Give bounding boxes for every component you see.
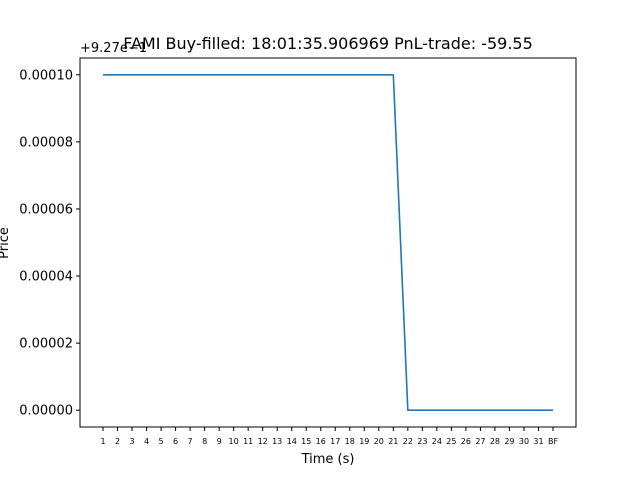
x-tick-label: 21 (388, 437, 398, 446)
x-tick-label: 11 (243, 437, 253, 446)
x-axis: 1 2 3 4 5 6 7 8 9 10 11 12 13 14 15 16 17 18 19 20 21 22 23 24 2… (100, 427, 558, 446)
x-tick-label: 2 (115, 437, 120, 446)
x-tick-label: 26 (461, 437, 471, 446)
x-tick-label: 6 (173, 437, 178, 446)
x-tick-label: 4 (144, 437, 149, 446)
chart-title: FAMI Buy-filled: 18:01:35.906969 PnL-tra… (123, 34, 533, 53)
x-tick-label: 15 (301, 437, 311, 446)
y-axis: 0.00000 0.00002 0.00004 0.00006 0.00008 0.000… (19, 68, 80, 419)
plot-area-frame (79, 57, 577, 428)
x-tick-label: 13 (272, 437, 282, 446)
x-tick-label: 22 (403, 437, 413, 446)
y-axis-label: Price (0, 227, 12, 259)
x-tick-label: 17 (330, 437, 340, 446)
x-tick-label: 7 (188, 437, 193, 446)
x-tick-label: 10 (229, 437, 239, 446)
x-tick-label: 28 (490, 437, 500, 446)
x-tick-label: 18 (345, 437, 355, 446)
x-tick-label: 1 (100, 437, 105, 446)
x-tick-label: BF (548, 437, 558, 446)
y-tick-label: 0.00010 (19, 68, 73, 83)
y-tick-label: 0.00008 (19, 135, 73, 150)
y-axis-offset-label: +9.27e−1 (80, 41, 147, 56)
y-tick-label: 0.00004 (19, 270, 73, 285)
series-layer (103, 73, 553, 412)
y-tick-label: 0.00006 (19, 202, 73, 217)
y-tick-label: 0.00002 (19, 337, 73, 352)
x-tick-label: 20 (374, 437, 384, 446)
x-tick-label: 9 (217, 437, 222, 446)
x-tick-label: 19 (359, 437, 369, 446)
x-tick-label: 14 (287, 437, 297, 446)
x-tick-label: 8 (202, 437, 207, 446)
x-tick-label: 27 (475, 437, 485, 446)
x-tick-label: 30 (519, 437, 529, 446)
x-tick-label: 25 (446, 437, 456, 446)
x-tick-label: 16 (316, 437, 326, 446)
x-tick-label: 23 (417, 437, 427, 446)
x-tick-label: 24 (432, 437, 442, 446)
x-tick-label: 12 (258, 437, 268, 446)
x-tick-label: 3 (129, 437, 134, 446)
x-axis-label: Time (s) (301, 452, 355, 467)
series-line (103, 73, 553, 412)
x-tick-label: 29 (504, 437, 514, 446)
y-tick-label: 0.00000 (19, 404, 73, 419)
x-tick-label: 5 (159, 437, 164, 446)
x-tick-label: 31 (533, 437, 543, 446)
